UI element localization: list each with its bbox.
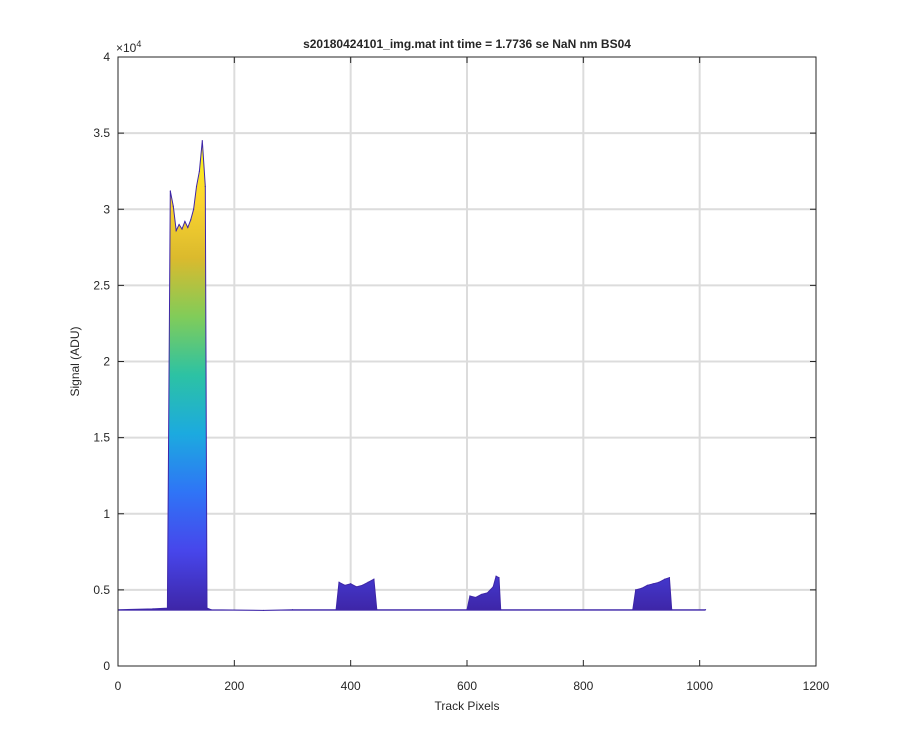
signal-line (118, 140, 706, 611)
data-point (635, 589, 637, 591)
data-point (181, 228, 183, 230)
y-tick-label: 3 (103, 202, 110, 216)
chart-title: s20180424101_img.mat int time = 1.7736 s… (303, 37, 631, 51)
data-point (640, 587, 643, 589)
y-exponent-base: ×10 (116, 41, 137, 55)
data-point (187, 226, 189, 229)
data-point (198, 170, 201, 172)
y-tick-label: 0 (103, 659, 110, 673)
data-point (262, 609, 265, 612)
data-point (668, 577, 671, 579)
data-point (291, 609, 294, 611)
data-point (498, 577, 500, 579)
data-point (646, 584, 648, 586)
x-tick-label: 200 (224, 679, 244, 693)
data-point (492, 586, 494, 588)
data-point (495, 575, 497, 577)
data-point (206, 607, 208, 609)
x-tick-label: 1000 (686, 679, 713, 693)
data-point (335, 609, 337, 611)
ticks: 0 200 400 600 800 1000 1200 0 0.5 1 1.5 2 2.5 3 3.5 4 (93, 50, 829, 693)
y-exponent-power: 4 (136, 39, 141, 49)
data-point (475, 596, 477, 599)
data-point (367, 581, 369, 583)
data-point (338, 581, 340, 583)
data-point (193, 208, 195, 210)
data-point (500, 609, 502, 611)
data-point (172, 205, 174, 207)
y-tick-label: 2.5 (93, 278, 110, 292)
data-point (376, 609, 378, 611)
y-axis-label: Signal (ADU) (68, 326, 82, 396)
data-point (190, 219, 192, 221)
x-tick-label: 1200 (803, 679, 830, 693)
data-point (480, 593, 483, 596)
grid (118, 57, 816, 666)
y-tick-label: 0.5 (93, 583, 110, 597)
data-point (664, 578, 666, 580)
x-tick-label: 400 (341, 679, 361, 693)
data-point (355, 586, 358, 588)
data-point (350, 583, 352, 585)
data-point (632, 609, 634, 611)
data-point (658, 581, 660, 583)
data-point (175, 229, 177, 232)
data-point (466, 609, 468, 611)
y-tick-label: 4 (103, 50, 110, 64)
x-tick-label: 600 (457, 679, 477, 693)
y-exponent-label: ×104 (116, 39, 141, 55)
y-tick-label: 1.5 (93, 431, 110, 445)
data-point (344, 584, 346, 586)
series-layer (118, 140, 816, 666)
data-point (169, 190, 171, 192)
data-point (671, 609, 673, 611)
x-tick-label: 0 (115, 679, 122, 693)
data-point (201, 140, 203, 142)
data-point (486, 592, 488, 594)
data-point (195, 185, 198, 188)
data-point (166, 607, 169, 609)
y-tick-label: 3.5 (93, 126, 110, 140)
data-point (184, 220, 186, 223)
data-point (204, 185, 206, 188)
x-axis-label: Track Pixels (435, 699, 500, 713)
y-tick-label: 2 (103, 355, 110, 369)
data-point (469, 595, 471, 597)
x-tick-label: 800 (573, 679, 593, 693)
data-point (652, 583, 654, 585)
below-baseline-fill (118, 610, 816, 666)
data-point (373, 578, 375, 580)
data-point (178, 223, 180, 226)
data-point (704, 609, 707, 611)
data-point (152, 608, 154, 610)
data-point (361, 584, 363, 586)
y-tick-label: 1 (103, 507, 110, 521)
data-point (210, 609, 212, 611)
